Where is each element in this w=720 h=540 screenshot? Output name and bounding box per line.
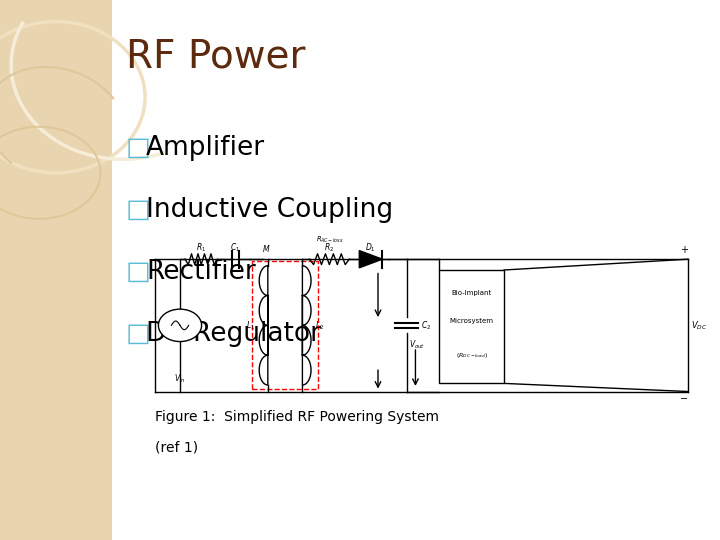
- Text: −: −: [680, 394, 688, 404]
- Text: $V_{DC}$: $V_{DC}$: [691, 319, 708, 332]
- Text: $C_1$: $C_1$: [230, 241, 240, 254]
- Text: $V_{in}$: $V_{in}$: [174, 373, 186, 385]
- Text: Inductive Coupling: Inductive Coupling: [146, 197, 393, 223]
- Text: Amplifier: Amplifier: [146, 135, 265, 161]
- Text: Microsystem: Microsystem: [449, 318, 494, 324]
- Text: DC Regulator: DC Regulator: [146, 321, 321, 347]
- Text: RF Power: RF Power: [126, 38, 305, 76]
- Text: +: +: [680, 245, 688, 255]
- Text: □: □: [126, 197, 151, 223]
- Text: $M$: $M$: [262, 243, 271, 254]
- Text: □: □: [126, 321, 151, 347]
- Text: $L_1$: $L_1$: [246, 319, 255, 332]
- Text: □: □: [126, 135, 151, 161]
- Text: Bio-Implant: Bio-Implant: [451, 289, 492, 296]
- Bar: [439, 270, 504, 383]
- Text: $D_1$: $D_1$: [366, 241, 376, 254]
- Text: Rectifier: Rectifier: [146, 259, 256, 285]
- Bar: [252, 261, 318, 389]
- Circle shape: [158, 309, 202, 341]
- Text: $(R_{DC-load})$: $(R_{DC-load})$: [456, 350, 487, 360]
- Text: $R_{AC-loss}$: $R_{AC-loss}$: [315, 235, 343, 245]
- Text: □: □: [126, 259, 151, 285]
- Bar: [0, 0, 112, 540]
- Text: $L_2$: $L_2$: [315, 319, 325, 332]
- Polygon shape: [359, 251, 382, 268]
- Text: $R_1$: $R_1$: [196, 241, 207, 254]
- Text: (ref 1): (ref 1): [155, 440, 198, 454]
- Text: $R_2$: $R_2$: [324, 241, 335, 254]
- Text: Figure 1:  Simplified RF Powering System: Figure 1: Simplified RF Powering System: [155, 410, 438, 424]
- Text: $V_{out}$: $V_{out}$: [409, 339, 425, 352]
- Text: $C_2$: $C_2$: [421, 319, 431, 332]
